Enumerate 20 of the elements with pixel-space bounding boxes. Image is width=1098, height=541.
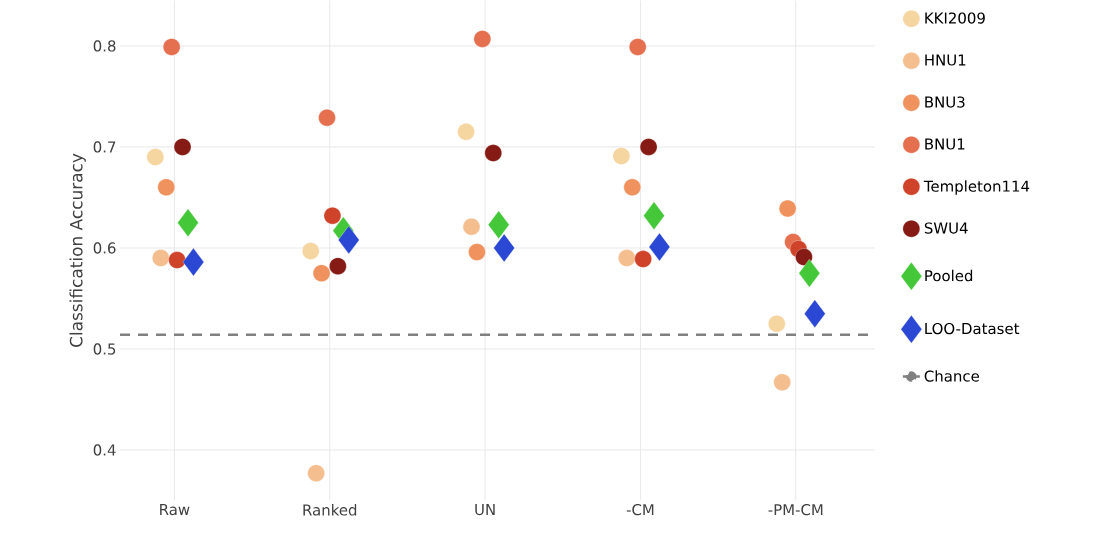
legend-label: BNU3	[925, 96, 965, 108]
y-tick-label: 0.6	[93, 242, 116, 254]
legend-label: Pooled	[925, 270, 973, 282]
x-tick-label: -CM	[626, 504, 654, 516]
legend-label: Templeton114	[923, 180, 1030, 195]
y-axis-title: Classification Accuracy	[69, 153, 86, 348]
y-tick-label: 0.8	[93, 40, 116, 52]
y-tick-label: 0.4	[93, 444, 116, 456]
y-tick-label: 0.7	[93, 141, 116, 153]
x-tick-label: Raw	[160, 504, 190, 516]
x-tick-label: UN	[475, 504, 495, 516]
x-tick-label: Ranked	[303, 504, 357, 516]
legend-label: HNU1	[925, 54, 966, 66]
legend-label: KKI2009	[925, 12, 985, 24]
x-tick-label: -PM-CM	[768, 504, 823, 516]
legend-label: Chance	[924, 370, 979, 383]
legend-label: LOO-Dataset	[925, 323, 1020, 335]
legend-label: BNU1	[925, 138, 965, 150]
legend-label: SWU4	[924, 222, 968, 234]
y-tick-label: 0.5	[93, 343, 116, 355]
